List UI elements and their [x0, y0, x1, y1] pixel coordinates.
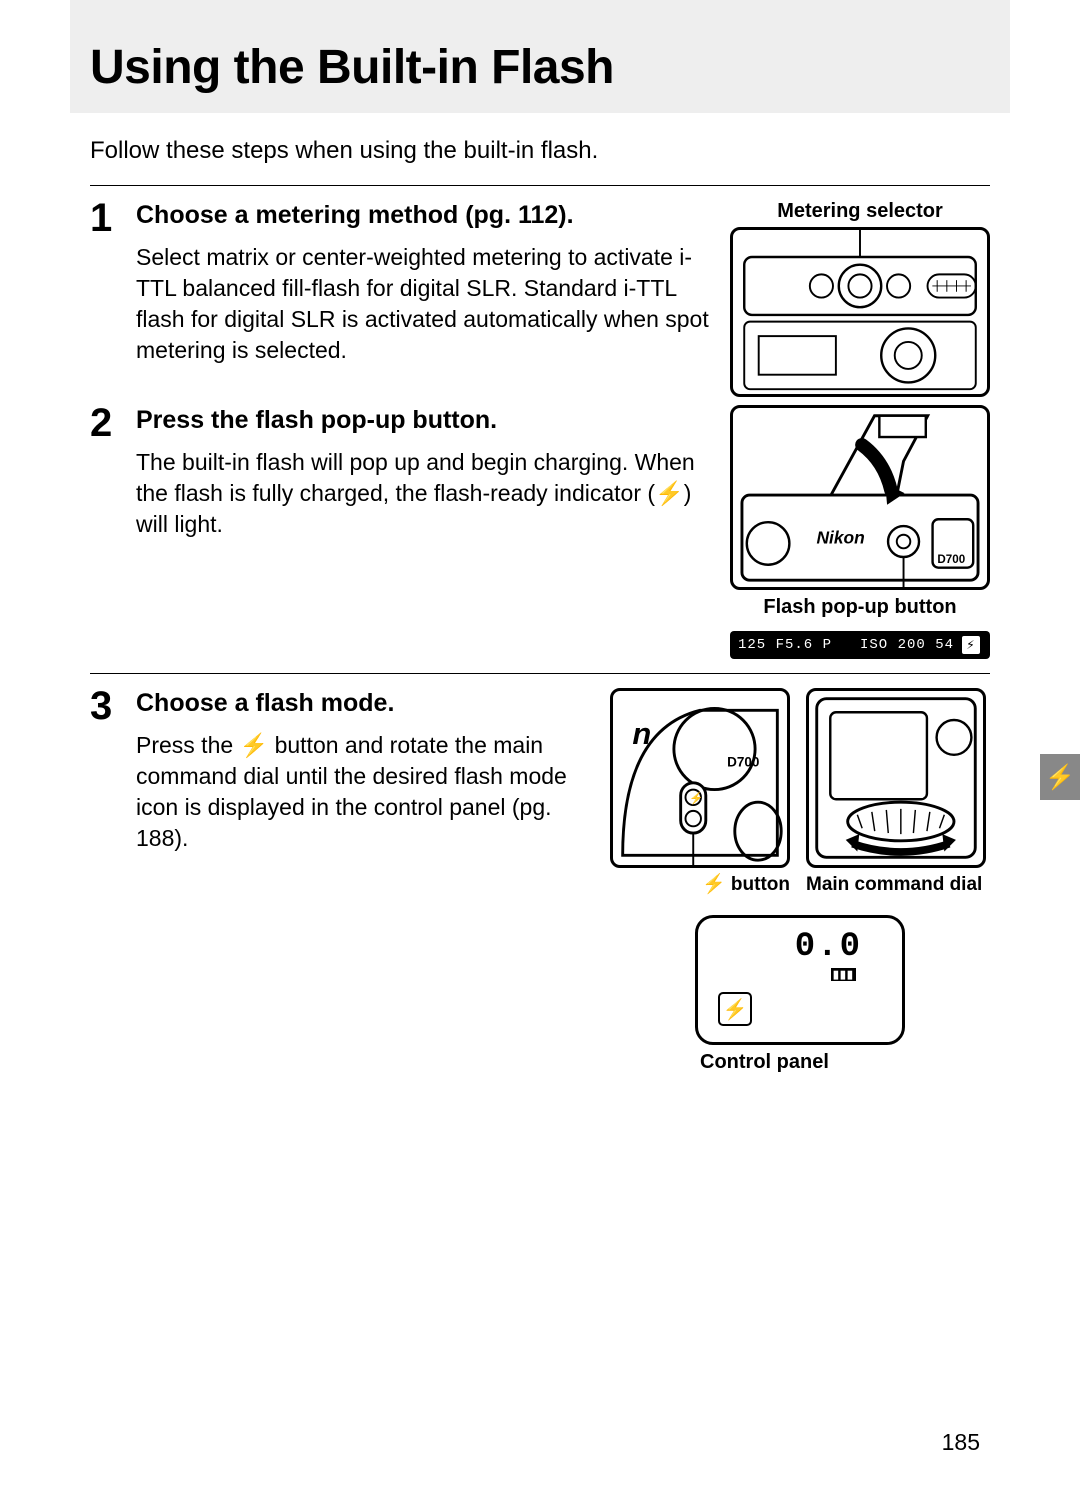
step-number: 2 — [90, 403, 136, 443]
intro-text: Follow these steps when using the built-… — [90, 135, 990, 167]
flash-icon: ⚡ — [1045, 763, 1075, 792]
flash-icon: ⚡ — [240, 732, 269, 758]
control-panel-sub: ▮▮▮ — [831, 968, 856, 981]
title-banner: Using the Built-in Flash — [70, 0, 1010, 113]
flash-popup-illustration: Nikon D700 — [730, 405, 990, 590]
lcd-right: ISO 200 54 — [860, 637, 954, 653]
desc-before: Press the — [136, 732, 240, 758]
svg-text:⚡: ⚡ — [689, 792, 703, 806]
flash-ready-icon: ⚡ — [960, 634, 982, 656]
section-tab-flash-icon: ⚡ — [1040, 754, 1080, 800]
step-2: 2 Press the flash pop-up button. The bui… — [90, 405, 990, 659]
svg-text:Nikon: Nikon — [816, 528, 864, 548]
control-panel-illustration: 0.0 ▮▮▮ ⚡ — [695, 915, 905, 1045]
label-text: button — [726, 874, 790, 895]
divider — [90, 673, 990, 674]
page-title: Using the Built-in Flash — [90, 40, 990, 95]
svg-text:D700: D700 — [937, 553, 965, 566]
step-1: 1 Choose a metering method (pg. 112). Se… — [90, 200, 990, 397]
divider — [90, 185, 990, 186]
viewfinder-lcd: 125 F5.6 P ISO 200 54 ⚡ — [730, 631, 990, 659]
step-heading: Choose a metering method (pg. 112). — [136, 200, 710, 231]
flash-popup-label: Flash pop-up button — [730, 596, 990, 619]
flash-icon: ⚡ — [702, 874, 726, 895]
step-number: 3 — [90, 686, 136, 726]
step-heading: Press the flash pop-up button. — [136, 405, 710, 436]
flash-icon: ⚡ — [655, 480, 684, 506]
lcd-left: 125 F5.6 P — [738, 637, 832, 653]
command-dial-label: Main command dial — [806, 874, 986, 897]
control-panel-value: 0.0 — [795, 928, 862, 966]
control-panel-label: Control panel — [700, 1051, 990, 1074]
step-heading: Choose a flash mode. — [136, 688, 590, 719]
svg-text:D700: D700 — [727, 755, 759, 770]
step-number: 1 — [90, 198, 136, 238]
metering-selector-label: Metering selector — [730, 200, 990, 223]
page-number: 185 — [942, 1429, 980, 1456]
flash-button-illustration: n D700 ⚡ — [610, 688, 790, 868]
svg-text:n: n — [632, 717, 651, 752]
command-dial-illustration — [806, 688, 986, 868]
flash-button-label: ⚡ button — [610, 874, 790, 897]
desc-before: The built-in flash will pop up and begin… — [136, 449, 695, 506]
metering-selector-illustration — [730, 227, 990, 397]
step-description: Press the ⚡ button and rotate the main c… — [136, 730, 590, 854]
step-description: Select matrix or center-weighted meterin… — [136, 242, 710, 366]
step-3: 3 Choose a flash mode. Press the ⚡ butto… — [90, 688, 990, 1074]
step-description: The built-in flash will pop up and begin… — [136, 447, 710, 540]
flash-mode-icon: ⚡ — [718, 992, 752, 1026]
